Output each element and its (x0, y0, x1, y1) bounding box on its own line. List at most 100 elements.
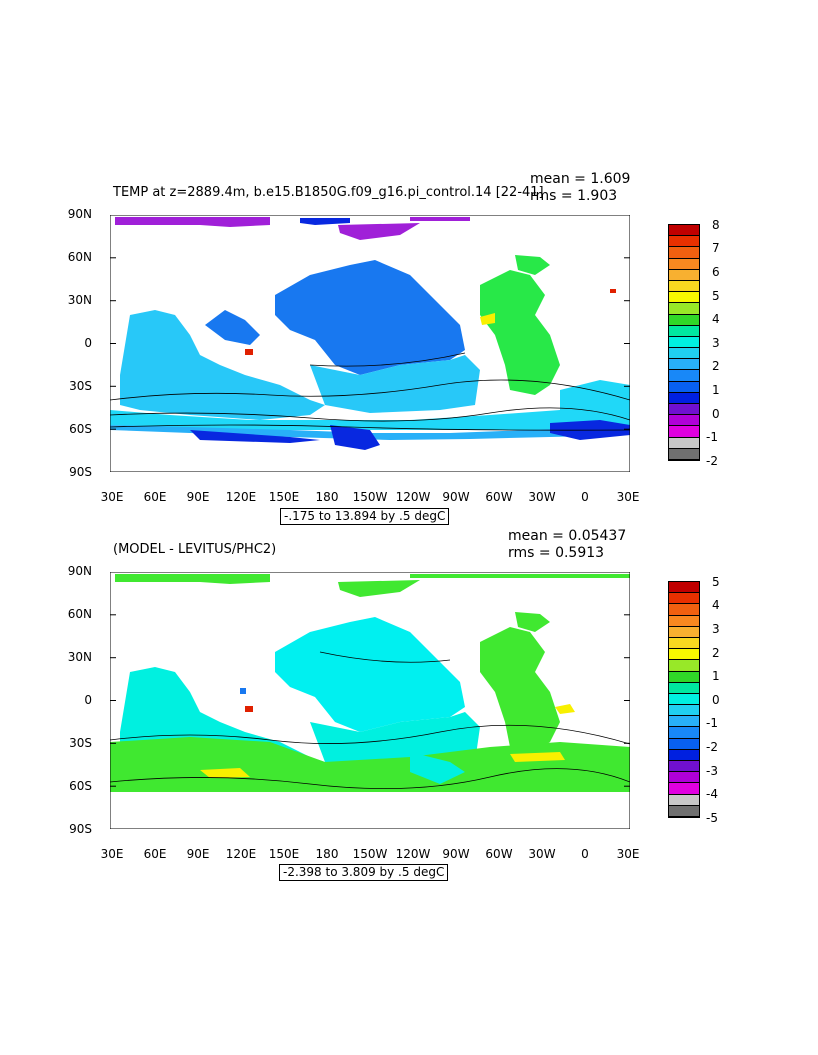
colorbar-swatch (669, 258, 699, 270)
colorbar-swatch (669, 381, 699, 393)
lon-tick: 120E (225, 490, 257, 504)
colorbar-label: 0 (712, 693, 720, 707)
colorbar-swatch (669, 314, 699, 326)
lat-tick: 90N (67, 564, 92, 578)
pacific-region (275, 260, 465, 375)
colorbar-label: -1 (706, 716, 718, 730)
colorbar-swatch (669, 660, 699, 672)
mean-label: mean = 1.609 (530, 171, 631, 187)
colorbar-swatch (669, 303, 699, 315)
lat-tick: 0 (84, 693, 92, 707)
colorbar-label: 5 (712, 289, 720, 303)
rms-label: rms = 1.903 (530, 188, 618, 204)
colorbar-label: 2 (712, 646, 720, 660)
colorbar-swatch (669, 794, 699, 806)
colorbar-swatch (669, 325, 699, 337)
colorbar-swatch (669, 615, 699, 627)
colorbar-swatch (669, 749, 699, 761)
colorbar-swatch (669, 716, 699, 728)
range-label: -2.398 to 3.809 by .5 degC (279, 864, 449, 882)
atlantic-region (480, 270, 560, 395)
lon-tick: 90W (442, 490, 470, 504)
colorbar (668, 581, 700, 818)
colorbar-swatch (669, 649, 699, 661)
lon-tick: 90W (442, 847, 470, 861)
colorbar-swatch (669, 626, 699, 638)
mean-label: mean = 0.05437 (508, 528, 627, 544)
colorbar-swatch (669, 705, 699, 717)
colorbar-swatch (669, 415, 699, 427)
indian-region (120, 310, 325, 420)
colorbar-label: 3 (712, 336, 720, 350)
colorbar-swatch (669, 225, 699, 237)
pacific-region (275, 617, 465, 732)
lat-tick: 90N (67, 207, 92, 221)
colorbar-label: 4 (712, 598, 720, 612)
lon-tick: 150W (352, 490, 388, 504)
map-bottom (110, 572, 630, 829)
colorbar-swatch (669, 336, 699, 349)
antarctic-coast (190, 430, 320, 443)
colorbar-swatch (669, 370, 699, 382)
lon-tick: 60E (143, 490, 167, 504)
colorbar-label: 4 (712, 312, 720, 326)
colorbar-swatch (669, 772, 699, 784)
lon-tick: 30W (528, 490, 556, 504)
colorbar-swatch (669, 426, 699, 438)
lat-tick: 90S (69, 465, 92, 479)
colorbar-swatch (669, 448, 699, 460)
lon-tick: 0 (581, 490, 589, 504)
lat-tick: 90S (69, 822, 92, 836)
arctic-region (115, 217, 270, 227)
colorbar-swatch (669, 682, 699, 694)
colorbar-label: -4 (706, 787, 718, 801)
colorbar-swatch (669, 247, 699, 259)
colorbar-label: 1 (712, 383, 720, 397)
colorbar-swatch (669, 280, 699, 293)
lat-tick: 60N (67, 250, 92, 264)
colorbar-swatch (669, 348, 699, 360)
colorbar-label: 2 (712, 359, 720, 373)
lon-tick: 180 (315, 490, 339, 504)
lon-tick: 30E (616, 847, 640, 861)
colorbar-label: -3 (706, 764, 718, 778)
lon-tick: 30E (616, 490, 640, 504)
lat-tick: 60N (67, 607, 92, 621)
range-label: -.175 to 13.894 by .5 degC (280, 508, 450, 526)
colorbar-swatch (669, 392, 699, 404)
colorbar-label: 1 (712, 669, 720, 683)
colorbar-swatch (669, 292, 699, 304)
lon-tick: 0 (581, 847, 589, 861)
lon-tick: 150W (352, 847, 388, 861)
lat-tick: 60S (69, 779, 92, 793)
colorbar-label: 0 (712, 407, 720, 421)
atlantic-region (480, 627, 560, 752)
colorbar-swatch (669, 404, 699, 416)
map-top (110, 215, 630, 472)
colorbar-swatch (669, 805, 699, 817)
lat-tick: 30N (67, 293, 92, 307)
lat-tick: 30S (69, 379, 92, 393)
colorbar-swatch (669, 437, 699, 449)
colorbar-swatch (669, 359, 699, 371)
colorbar-label: 7 (712, 241, 720, 255)
rms-label: rms = 0.5913 (508, 545, 605, 561)
lon-tick: 90E (186, 490, 210, 504)
red-patch (245, 349, 253, 355)
colorbar-swatch (669, 671, 699, 683)
lon-tick: 150E (268, 847, 300, 861)
colorbar-swatch (669, 269, 699, 281)
lon-tick: 120W (395, 490, 431, 504)
arctic-region (115, 574, 270, 584)
lon-tick: 150E (268, 490, 300, 504)
lat-tick: 30N (67, 650, 92, 664)
colorbar-label: 5 (712, 575, 720, 589)
colorbar-swatch (669, 604, 699, 616)
colorbar-label: 3 (712, 622, 720, 636)
panel-title: (MODEL - LEVITUS/PHC2) (113, 542, 277, 557)
colorbar-label: -5 (706, 811, 718, 825)
colorbar-label: -2 (706, 454, 718, 468)
lon-tick: 30W (528, 847, 556, 861)
lon-tick: 180 (315, 847, 339, 861)
colorbar-swatch (669, 761, 699, 773)
